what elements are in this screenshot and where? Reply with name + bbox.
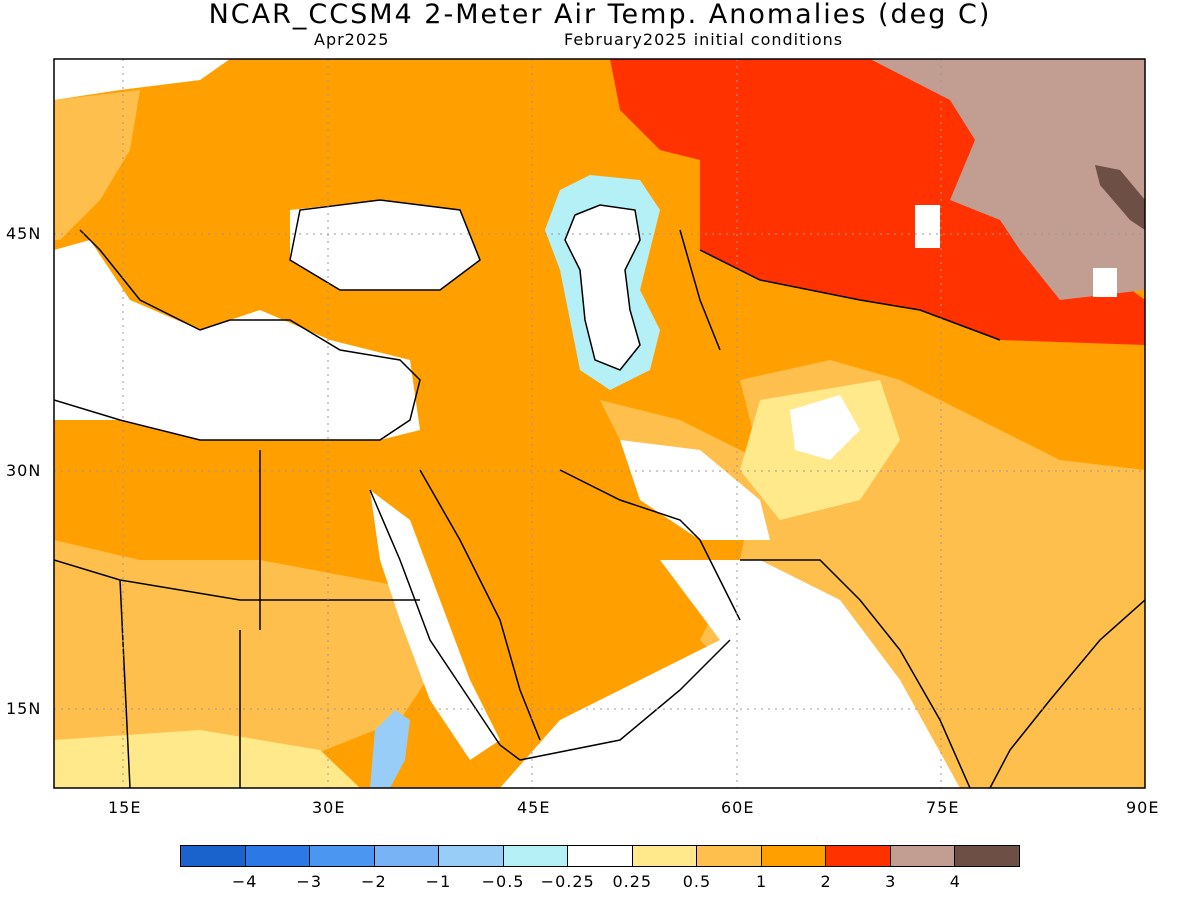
legend-swatch — [181, 846, 246, 866]
legend-swatch — [761, 846, 827, 866]
legend-swatch — [826, 846, 891, 866]
legend-label: −0.25 — [540, 872, 595, 891]
lon-tick-90e: 90E — [1126, 798, 1160, 817]
legend-swatch — [310, 846, 375, 866]
region-southwest-coast-pale — [54, 730, 360, 788]
map-title: NCAR_CCSM4 2-Meter Air Temp. Anomalies (… — [208, 0, 992, 30]
lon-tick-60e: 60E — [721, 798, 755, 817]
legend-label: 1 — [755, 872, 768, 891]
region-black-sea-neutral — [290, 200, 480, 290]
region-balkhash-neutral — [915, 205, 940, 248]
region-gulf-neutral — [620, 440, 770, 540]
region-arabian-sea-neutral — [500, 560, 960, 788]
region-red-sea-cool — [370, 710, 410, 788]
lat-tick-45n: 45N — [6, 224, 42, 243]
legend-label: −4 — [231, 872, 258, 891]
graticule — [54, 59, 1145, 788]
legend-swatch — [503, 846, 569, 866]
legend-label: 4 — [949, 872, 961, 891]
region-central-asia-hot — [610, 59, 1145, 345]
coastlines — [54, 199, 1145, 788]
legend-label: 3 — [885, 872, 897, 891]
lat-tick-15n: 15N — [6, 699, 42, 718]
legend-label: 0.25 — [612, 872, 653, 891]
region-mongolia-very-hot — [870, 59, 1145, 300]
legend-label: −0.5 — [481, 872, 525, 891]
legend-swatch — [955, 846, 1019, 866]
lat-tick-30n: 30N — [6, 461, 42, 480]
lon-tick-30e: 30E — [312, 798, 346, 817]
region-pakistan-neutral — [790, 395, 860, 460]
region-caspian-white — [565, 205, 640, 370]
legend-label: 2 — [820, 872, 832, 891]
legend-swatch — [632, 846, 698, 866]
region-north-europe-neutral — [54, 59, 230, 100]
legend-swatch — [697, 846, 762, 866]
color-legend — [180, 845, 1020, 867]
legend-label: 0.5 — [682, 872, 712, 891]
lon-tick-45e: 45E — [517, 798, 551, 817]
region-balkans-warm — [54, 90, 140, 240]
region-mongolia-neutral — [1093, 268, 1117, 297]
legend-swatch — [890, 846, 956, 866]
initial-conditions: February2025 initial conditions — [564, 30, 844, 49]
legend-swatch — [374, 846, 440, 866]
region-red-sea-neutral — [370, 490, 500, 760]
legend-swatch — [245, 846, 311, 866]
map-fill-layer — [54, 59, 1145, 788]
legend-label: −3 — [296, 872, 323, 891]
region-extreme-hot — [1095, 165, 1145, 230]
legend-swatch — [439, 846, 504, 866]
lon-tick-75e: 75E — [926, 798, 960, 817]
region-north-africa-warm — [54, 540, 440, 788]
legend-swatch — [568, 846, 633, 866]
legend-label: −1 — [425, 872, 452, 891]
anomaly-map — [53, 58, 1146, 789]
map-frame — [53, 58, 1146, 789]
lon-tick-15e: 15E — [108, 798, 142, 817]
forecast-month: Apr2025 — [314, 30, 390, 49]
legend-label: −2 — [361, 872, 387, 891]
